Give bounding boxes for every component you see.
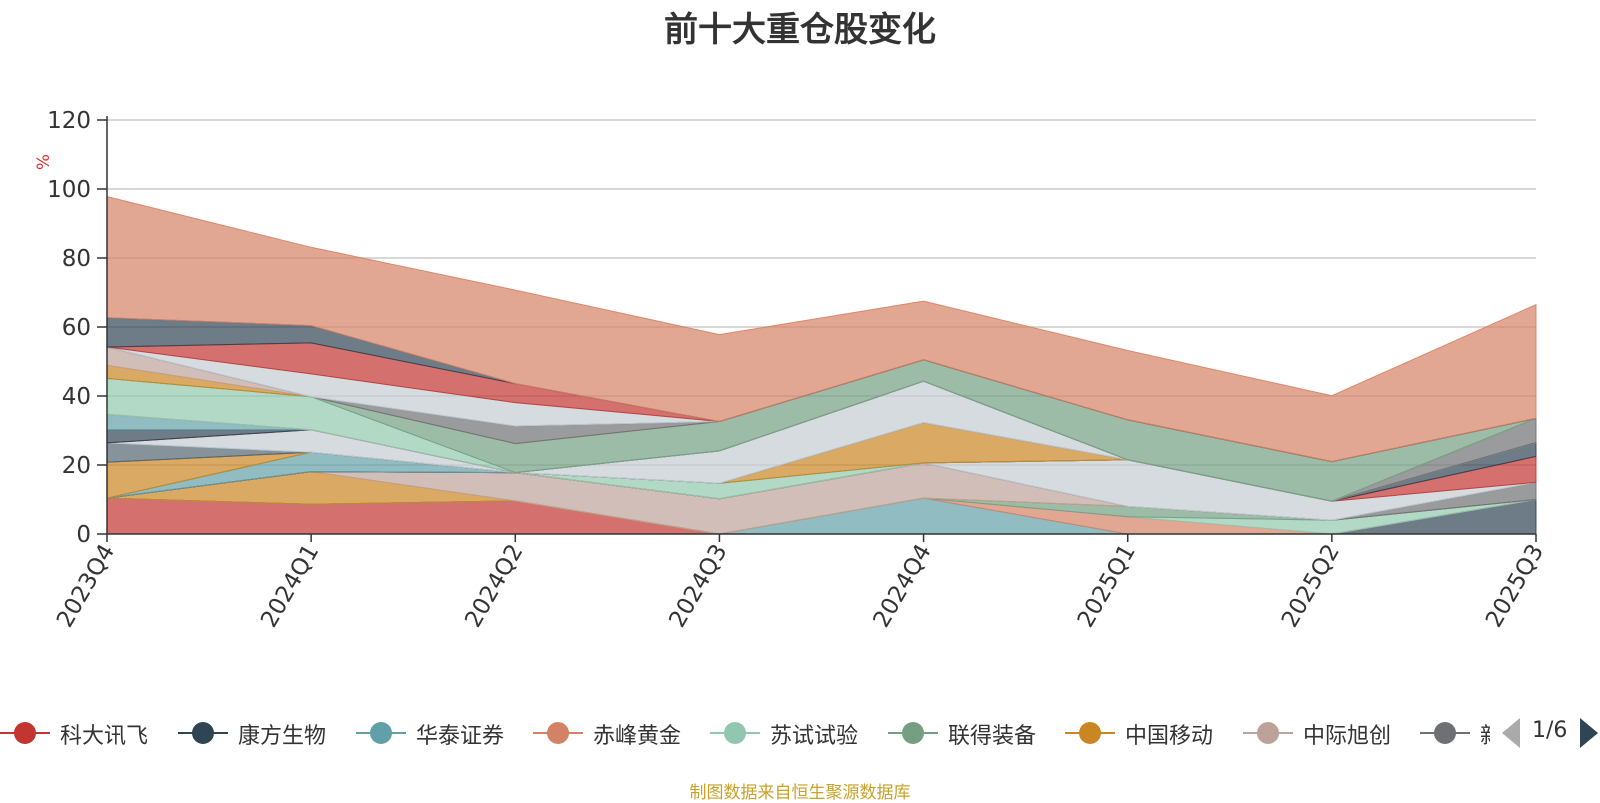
source-note: 制图数据来自恒生聚源数据库 xyxy=(689,783,911,803)
legend-label: 中际旭创 xyxy=(1303,724,1392,749)
y-tick-label: 80 xyxy=(62,246,91,272)
x-tick-label: 2025Q3 xyxy=(1481,540,1549,632)
legend-marker-icon xyxy=(533,721,583,745)
legend-label: 康方生物 xyxy=(238,724,327,749)
legend[interactable]: 科大讯飞 康方生物 华泰证券 赤峰黄金 苏试试验 联得装备 中国移动 中际旭创 新易盛 xyxy=(0,716,1490,750)
legend-marker-icon xyxy=(888,721,938,745)
legend-marker-icon xyxy=(1065,721,1115,745)
y-tick-label: 40 xyxy=(62,384,91,410)
y-axis-label: % xyxy=(34,154,54,170)
legend-pager[interactable]: 1/6 xyxy=(1500,718,1600,750)
x-tick-label: 2024Q2 xyxy=(460,540,528,632)
legend-label: 赤峰黄金 xyxy=(593,724,682,749)
legend-marker-icon xyxy=(710,721,760,745)
y-tick-label: 0 xyxy=(76,522,91,548)
y-tick-label: 100 xyxy=(47,177,91,203)
x-tick-label: 2023Q4 xyxy=(52,540,120,632)
x-tick-label: 2025Q1 xyxy=(1073,540,1141,632)
legend-marker-icon xyxy=(356,721,406,745)
legend-marker-icon xyxy=(1243,721,1293,745)
x-tick-label: 2024Q1 xyxy=(256,540,324,632)
x-tick-label: 2025Q2 xyxy=(1277,540,1345,632)
legend-label: 科大讯飞 xyxy=(60,724,149,749)
x-tick-label: 2024Q3 xyxy=(664,540,732,632)
legend-label: 联得装备 xyxy=(948,724,1037,749)
legend-marker-icon xyxy=(1420,721,1470,745)
legend-next-icon[interactable] xyxy=(1580,718,1598,748)
legend-label: 新易盛 xyxy=(1480,718,1490,750)
legend-label: 华泰证券 xyxy=(416,724,505,749)
legend-marker-icon xyxy=(0,721,50,745)
area-其他[interactable] xyxy=(106,195,1537,463)
stacked-area-chart[interactable]: 0 20 40 60 80 100 120% 2023Q4 2024Q1 2024Q2 2024Q3… xyxy=(0,0,1600,700)
legend-prev-icon[interactable] xyxy=(1502,718,1520,748)
legend-label: 苏试试验 xyxy=(770,724,859,749)
y-tick-label: 120 xyxy=(47,108,91,134)
legend-marker-icon xyxy=(178,721,228,745)
area-series[interactable] xyxy=(106,195,1537,535)
y-tick-label: 60 xyxy=(62,315,91,341)
chart-title: 前十大重仓股变化 xyxy=(664,10,936,50)
y-tick-label: 20 xyxy=(62,453,91,479)
x-tick-label: 2024Q4 xyxy=(869,540,937,632)
legend-label: 中国移动 xyxy=(1125,724,1214,749)
legend-page-info: 1/6 xyxy=(1532,718,1568,743)
